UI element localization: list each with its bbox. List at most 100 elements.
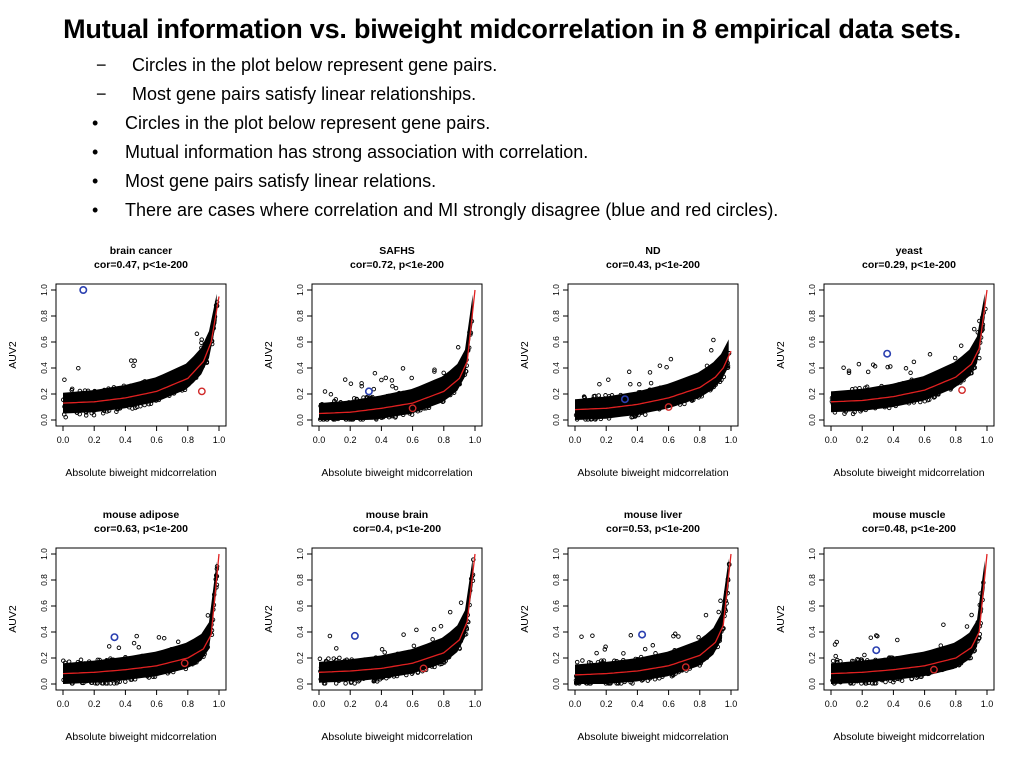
data-point	[76, 365, 81, 371]
data-point	[455, 345, 461, 350]
chart-subtitle: cor=0.43, p<1e-200	[606, 259, 700, 271]
x-tick-label: 0.2	[88, 699, 101, 709]
data-point	[114, 680, 120, 686]
data-point	[383, 375, 389, 381]
x-tick-label: 0.6	[662, 699, 675, 709]
blue-highlight-point	[110, 633, 119, 642]
data-point	[114, 409, 119, 414]
x-axis-label: Absolute biweight midcorrelation	[577, 731, 728, 743]
plot-frame	[823, 547, 995, 691]
data-point	[156, 635, 162, 640]
data-point	[846, 368, 852, 374]
bullet-text: There are cases where correlation and MI…	[125, 200, 779, 220]
x-axis-label: Absolute biweight midcorrelation	[65, 467, 216, 479]
x-tick-label: 0.0	[313, 435, 326, 445]
bullet-marker: •	[92, 113, 99, 133]
x-tick-label: 0.4	[119, 699, 132, 709]
dense-band	[63, 293, 217, 414]
y-tick-label: 0.8	[295, 574, 305, 586]
x-tick-label: 0.4	[375, 699, 388, 709]
data-point	[579, 634, 584, 639]
data-point	[574, 659, 580, 665]
dash-marker: −	[96, 55, 107, 75]
data-point	[911, 359, 917, 365]
y-tick-label: 0.2	[295, 652, 305, 664]
data-point	[833, 653, 838, 659]
data-point	[91, 412, 97, 418]
data-point	[718, 598, 723, 604]
data-point	[709, 348, 714, 353]
x-tick-label: 0.0	[57, 435, 70, 445]
data-point	[908, 370, 913, 376]
x-tick-label: 0.2	[856, 435, 869, 445]
data-point	[458, 600, 464, 605]
data-point	[83, 413, 89, 418]
data-point	[650, 643, 656, 648]
y-tick-label: 1.0	[551, 548, 561, 560]
dense-band	[831, 560, 985, 684]
data-point	[590, 633, 595, 638]
chart-panel: brain cancer cor=0.47, p<1e-200 0.0 0.2 0.4 0…	[7, 245, 227, 479]
dense-band	[575, 558, 729, 684]
y-tick-label: 0.0	[551, 678, 561, 690]
data-point	[438, 623, 444, 629]
data-point	[337, 655, 342, 661]
y-tick-label: 0.2	[807, 388, 817, 400]
plot-frame	[55, 547, 227, 691]
data-point	[621, 651, 626, 656]
data-point	[63, 414, 68, 420]
x-tick-label: 0.2	[344, 435, 357, 445]
x-tick-label: 0.0	[569, 435, 582, 445]
data-point	[78, 657, 84, 663]
data-point	[471, 557, 476, 562]
y-tick-label: 0.4	[39, 626, 49, 638]
data-point	[696, 635, 701, 640]
y-tick-label: 0.6	[551, 600, 561, 612]
y-tick-label: 0.4	[39, 362, 49, 374]
y-axis-label: AUV2	[7, 605, 19, 633]
data-point	[131, 363, 136, 369]
x-tick-label: 0.8	[950, 699, 963, 709]
y-tick-label: 1.0	[39, 548, 49, 560]
y-tick-label: 0.0	[807, 678, 817, 690]
y-axis-label: AUV2	[775, 341, 787, 369]
data-point	[657, 363, 663, 368]
y-tick-label: 0.4	[295, 626, 305, 638]
x-tick-label: 0.4	[119, 435, 132, 445]
data-point	[626, 369, 632, 375]
data-point	[333, 681, 339, 686]
chart-subtitle: cor=0.53, p<1e-200	[606, 523, 700, 535]
y-axis-label: AUV2	[775, 605, 787, 633]
y-tick-label: 0.0	[295, 414, 305, 426]
y-axis-label: AUV2	[519, 341, 531, 369]
data-point	[108, 681, 113, 686]
fit-curve	[574, 553, 732, 676]
x-tick-label: 0.0	[313, 699, 326, 709]
data-point	[334, 646, 339, 651]
chart-panel: mouse muscle cor=0.48, p<1e-200 0.0 0.2 0.4 0…	[775, 509, 995, 743]
data-point	[711, 337, 716, 343]
x-tick-label: 0.8	[694, 699, 707, 709]
chart-title: ND	[645, 245, 661, 257]
data-point	[100, 410, 106, 416]
x-tick-label: 0.4	[631, 699, 644, 709]
red-highlight-point	[197, 387, 206, 396]
data-point	[136, 645, 142, 650]
x-tick-label: 1.0	[725, 435, 738, 445]
data-point	[359, 383, 364, 389]
x-axis-label: Absolute biweight midcorrelation	[321, 467, 472, 479]
bullet-marker: •	[92, 171, 99, 191]
y-tick-label: 1.0	[295, 548, 305, 560]
x-tick-label: 0.8	[950, 435, 963, 445]
data-point	[594, 650, 599, 656]
x-axis-label: Absolute biweight midcorrelation	[833, 731, 984, 743]
chart-subtitle: cor=0.29, p<1e-200	[862, 259, 956, 271]
y-tick-label: 0.6	[807, 336, 817, 348]
x-tick-label: 1.0	[725, 699, 738, 709]
x-tick-label: 1.0	[981, 699, 994, 709]
blue-highlight-point	[364, 387, 373, 396]
data-point	[648, 380, 654, 386]
y-tick-label: 0.2	[807, 652, 817, 664]
dense-band	[831, 293, 985, 413]
x-tick-label: 0.2	[600, 699, 613, 709]
